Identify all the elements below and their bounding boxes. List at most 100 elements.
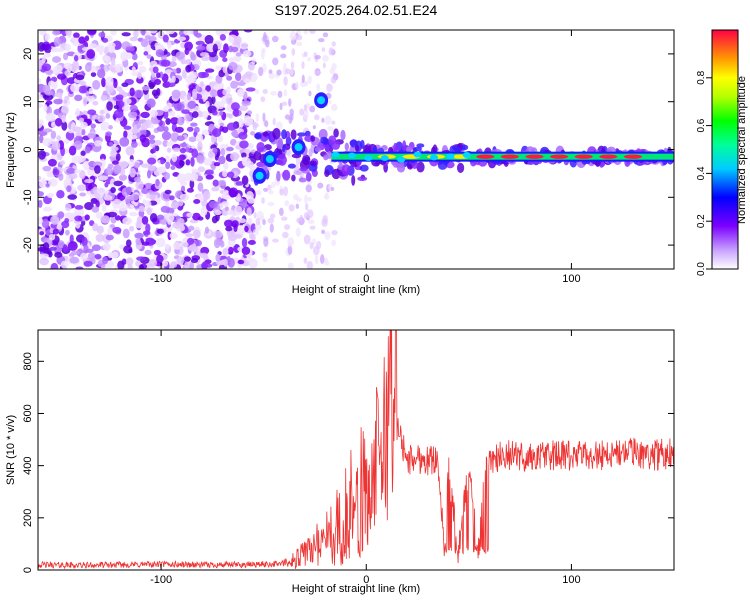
noise-speckle xyxy=(75,108,80,117)
noise-speckle xyxy=(211,95,216,105)
noise-speckle xyxy=(183,95,188,104)
noise-speckle xyxy=(125,239,132,247)
noise-speckle xyxy=(222,66,227,74)
noise-speckle xyxy=(188,225,195,231)
noise-speckle xyxy=(278,207,284,217)
noise-speckle xyxy=(61,104,70,115)
noise-speckle xyxy=(237,263,242,268)
noise-speckle xyxy=(322,55,329,62)
noise-speckle xyxy=(176,135,185,142)
noise-speckle xyxy=(50,47,61,53)
noise-speckle xyxy=(330,186,335,192)
noise-speckle xyxy=(309,241,314,250)
noise-speckle xyxy=(125,46,135,52)
signal-speckle xyxy=(304,130,311,137)
noise-speckle xyxy=(193,126,200,133)
noise-speckle xyxy=(193,198,201,204)
noise-speckle xyxy=(38,149,46,160)
signal-speckle xyxy=(461,144,469,151)
noise-speckle xyxy=(219,122,225,127)
carrier-peak xyxy=(550,154,569,159)
noise-speckle xyxy=(265,39,270,48)
noise-speckle xyxy=(236,224,247,235)
noise-speckle xyxy=(203,158,213,166)
noise-speckle xyxy=(82,96,88,107)
carrier-blob xyxy=(380,154,389,161)
noise-speckle xyxy=(38,247,47,252)
noise-speckle xyxy=(306,209,314,219)
noise-speckle xyxy=(155,49,165,58)
signal-speckle xyxy=(287,163,296,169)
signal-speckle xyxy=(291,174,296,182)
signal-speckle xyxy=(299,167,308,172)
noise-speckle xyxy=(148,258,158,267)
heatmap-x-tick-label: -100 xyxy=(150,273,172,285)
noise-speckle xyxy=(141,215,149,225)
signal-speckle xyxy=(340,129,346,141)
noise-speckle xyxy=(197,166,206,173)
noise-speckle xyxy=(191,111,199,119)
noise-speckle xyxy=(72,59,79,70)
carrier-peak xyxy=(599,154,618,159)
noise-speckle xyxy=(170,202,180,209)
colorbar-tick-label: 0.8 xyxy=(696,70,707,84)
noise-speckle xyxy=(246,257,254,262)
noise-speckle xyxy=(264,120,269,128)
noise-speckle xyxy=(103,195,113,201)
noise-speckle xyxy=(245,87,256,92)
noise-speckle xyxy=(105,76,114,87)
noise-speckle xyxy=(66,185,72,193)
signal-speckle xyxy=(314,146,322,153)
noise-speckle xyxy=(172,147,181,153)
noise-speckle xyxy=(243,115,251,120)
noise-speckle xyxy=(144,249,152,255)
noise-speckle xyxy=(221,201,229,207)
colorbar-tick-label: 0.2 xyxy=(696,214,707,228)
signal-speckle xyxy=(396,163,406,173)
noise-speckle xyxy=(204,169,214,176)
noise-speckle xyxy=(316,83,321,92)
noise-speckle xyxy=(168,110,176,116)
noise-speckle xyxy=(135,238,142,246)
noise-speckle xyxy=(233,35,242,45)
noise-speckle xyxy=(181,69,187,79)
noise-speckle xyxy=(169,232,178,240)
heatmap-cells xyxy=(38,30,674,269)
noise-speckle xyxy=(161,73,169,83)
noise-speckle xyxy=(231,130,239,137)
noise-speckle xyxy=(192,88,197,98)
noise-speckle xyxy=(267,201,275,207)
noise-speckle xyxy=(142,230,151,236)
noise-speckle xyxy=(253,211,257,219)
carrier-blob xyxy=(413,151,422,158)
noise-speckle xyxy=(181,109,190,114)
noise-speckle xyxy=(138,264,144,269)
noise-speckle xyxy=(91,244,101,252)
noise-speckle xyxy=(272,238,279,243)
noise-speckle xyxy=(95,200,100,208)
noise-speckle xyxy=(140,38,149,48)
noise-speckle xyxy=(73,140,83,150)
noise-speckle xyxy=(263,237,269,247)
noise-speckle xyxy=(262,252,268,258)
heatmap-x-tick-label: 0 xyxy=(363,273,369,285)
noise-speckle xyxy=(123,245,133,254)
noise-speckle xyxy=(241,175,249,186)
noise-speckle xyxy=(78,85,88,94)
noise-speckle xyxy=(111,57,116,66)
noise-speckle xyxy=(258,66,264,77)
noise-speckle xyxy=(80,150,86,157)
noise-speckle xyxy=(130,141,138,148)
signal-speckle xyxy=(456,162,465,173)
noise-speckle xyxy=(43,52,52,58)
noise-speckle xyxy=(146,54,152,59)
noise-speckle xyxy=(144,200,152,208)
noise-speckle xyxy=(276,69,282,76)
signal-speckle xyxy=(333,128,339,138)
noise-speckle xyxy=(226,122,237,131)
carrier-peak xyxy=(574,154,593,159)
noise-speckle xyxy=(330,76,337,84)
heatmap-x-axis-label: Height of straight line (km) xyxy=(292,284,420,296)
noise-speckle xyxy=(66,167,76,174)
noise-speckle xyxy=(254,89,260,95)
